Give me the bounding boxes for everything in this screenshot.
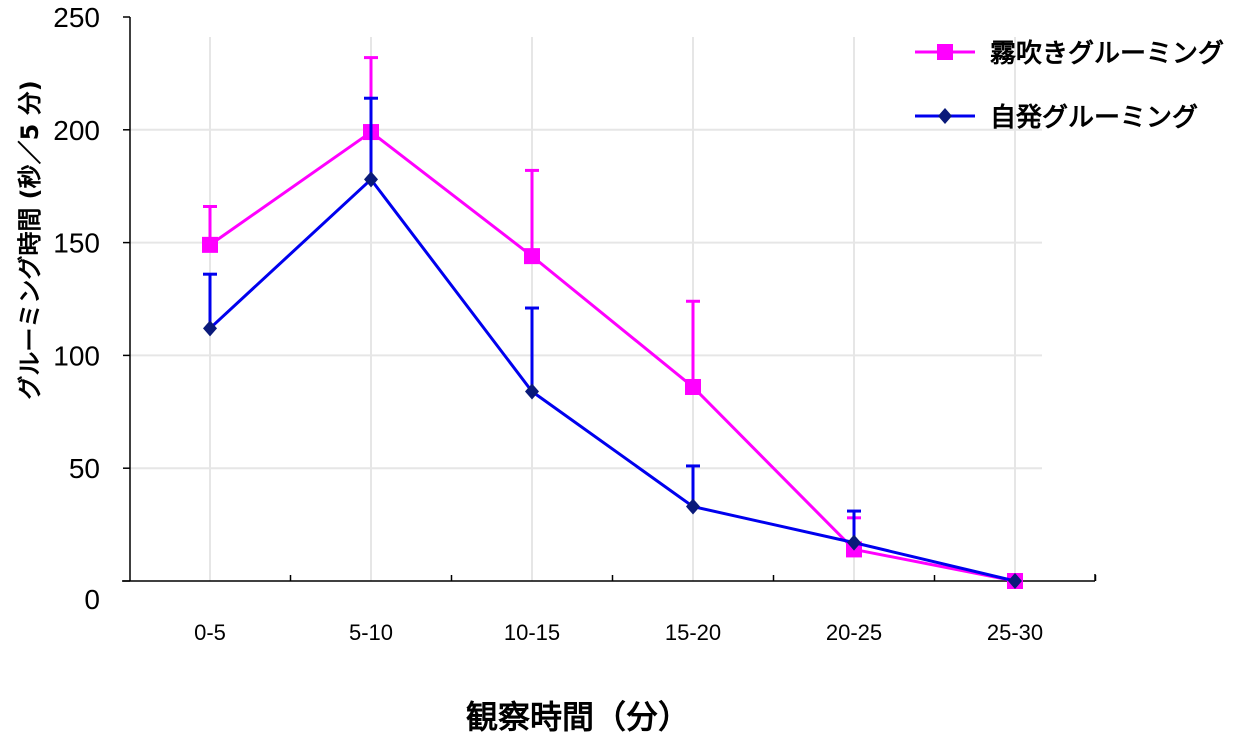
x-axis-title: 観察時間（分） — [466, 698, 690, 736]
series-layer — [202, 56, 1023, 589]
data-point — [686, 498, 700, 515]
y-axis-title: グルーミング時間 (秒／5 分) — [16, 80, 44, 399]
data-point — [1008, 573, 1022, 589]
x-tick-label: 10-15 — [504, 620, 560, 645]
data-point — [847, 534, 861, 551]
legend-marker — [937, 44, 953, 60]
x-tick-label: 5-10 — [349, 620, 393, 645]
series-line — [209, 130, 1016, 583]
legend-label: 霧吹きグルーミング — [990, 39, 1224, 69]
x-tick-labels: 0-5 5-10 10-15 15-20 20-25 25-30 — [194, 620, 1043, 645]
legend-marker — [938, 108, 952, 124]
x-tick-label: 25-30 — [987, 620, 1043, 645]
data-point — [685, 378, 701, 395]
y-tick-labels: 0 50 100 150 200 250 — [53, 2, 100, 615]
y-tick-label: 250 — [53, 2, 100, 33]
data-point — [202, 236, 218, 253]
series-1 — [202, 56, 1023, 589]
series-2 — [203, 96, 1022, 589]
data-point — [203, 320, 217, 337]
y-tick-label: 0 — [84, 584, 100, 615]
data-point — [525, 383, 539, 400]
y-tick-label: 200 — [53, 115, 100, 146]
x-tick-label: 0-5 — [194, 620, 226, 645]
data-point — [524, 248, 540, 265]
y-tick-label: 50 — [69, 453, 100, 484]
legend-label: 自発グルーミング — [990, 102, 1198, 133]
axes — [122, 16, 1097, 582]
y-tick-label: 150 — [53, 228, 100, 259]
grid-lines — [130, 37, 1042, 581]
x-tick-label: 15-20 — [665, 620, 721, 645]
x-tick-label: 20-25 — [826, 620, 882, 645]
y-tick-label: 100 — [53, 340, 100, 371]
data-point — [364, 171, 378, 188]
series-line — [208, 177, 1016, 583]
